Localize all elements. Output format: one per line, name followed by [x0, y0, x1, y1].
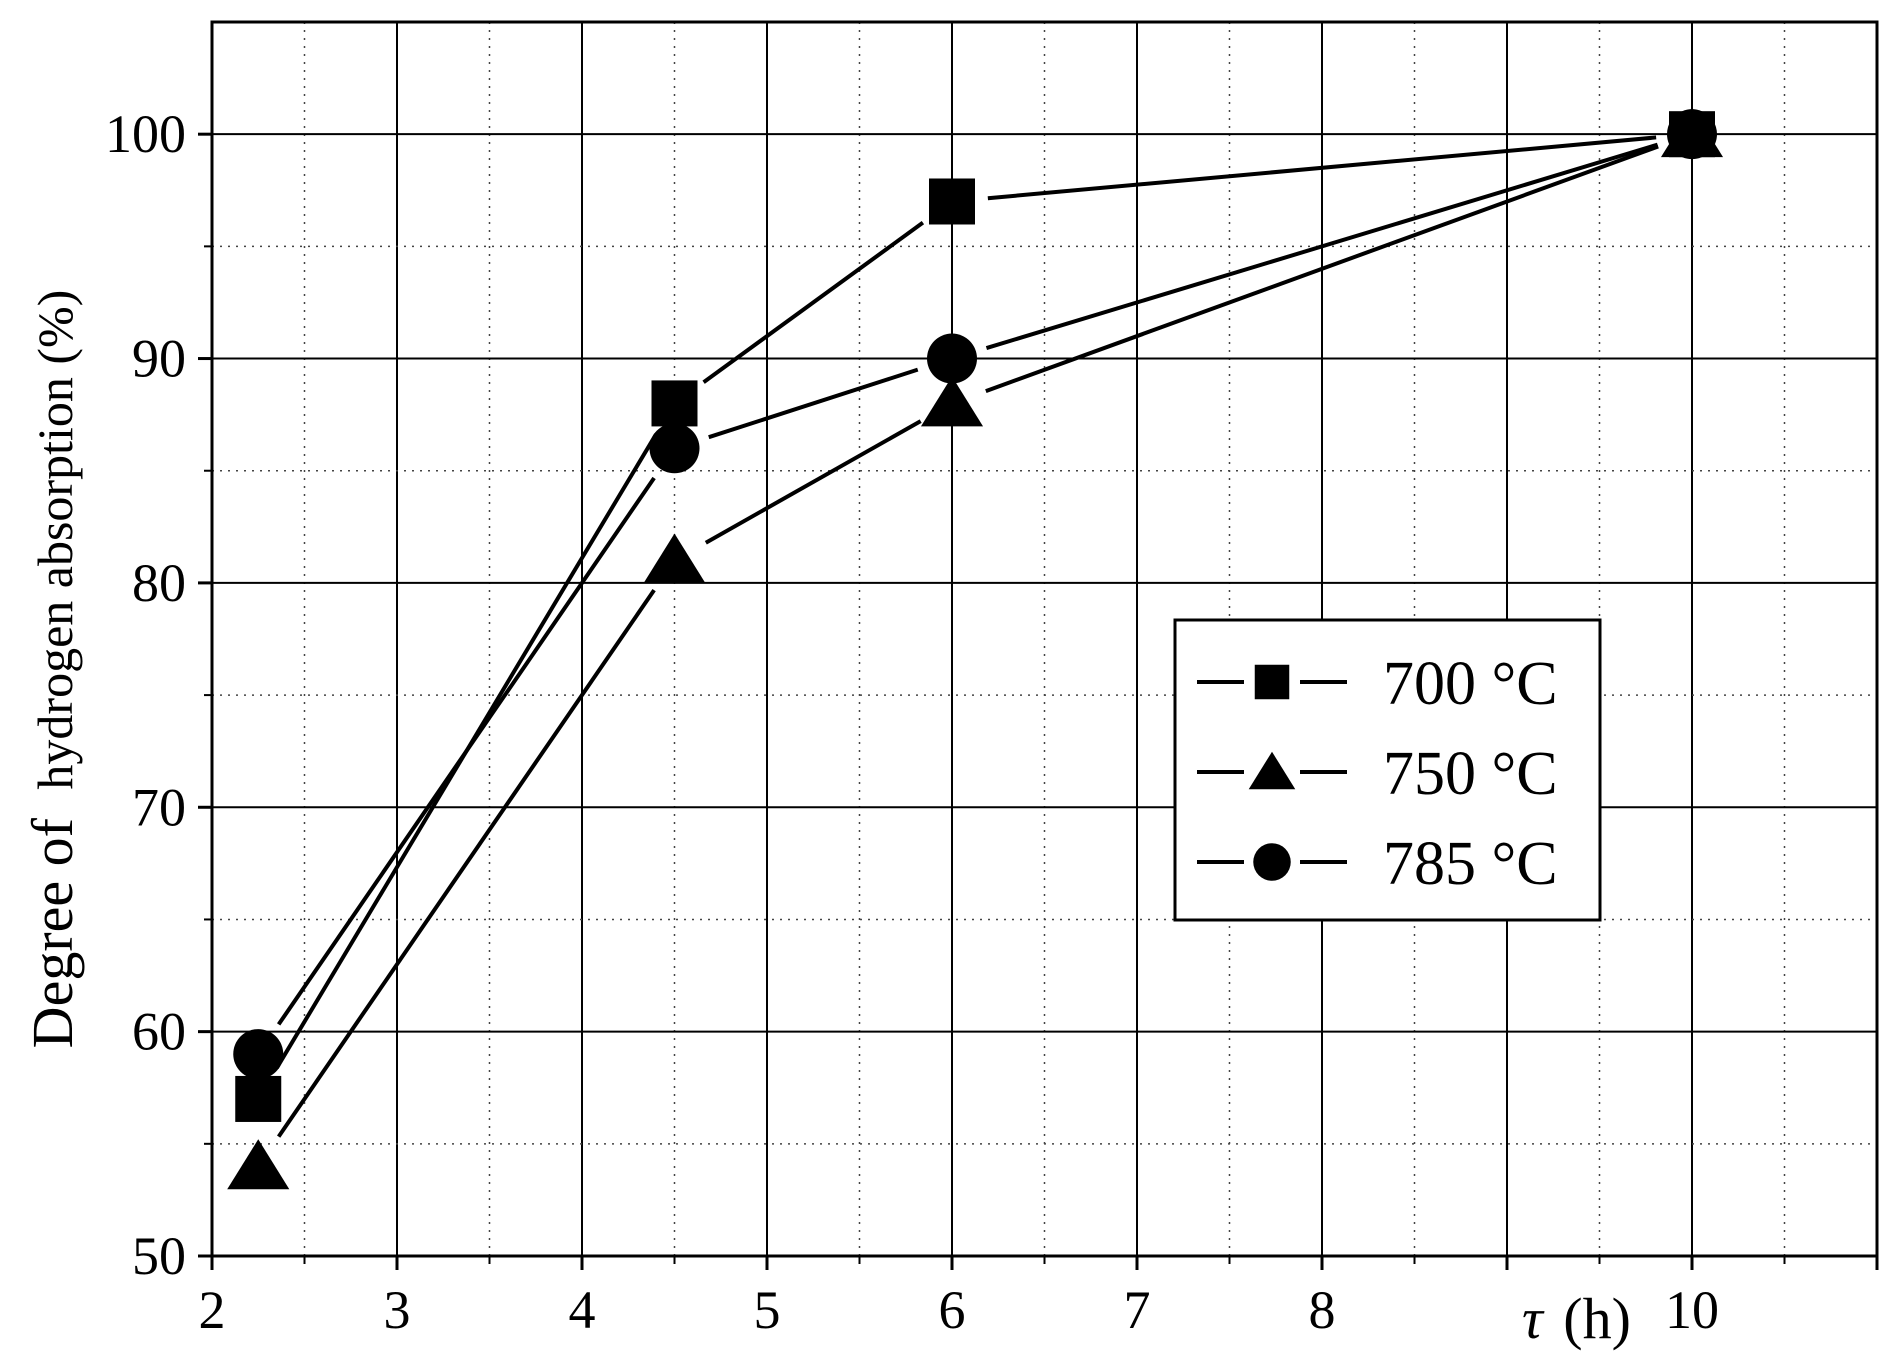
series-line-segment — [702, 221, 925, 384]
x-tick-label: 2 — [199, 1280, 226, 1340]
series-line-segment — [987, 135, 1657, 201]
x-axis-unit: (h) — [1563, 1286, 1631, 1351]
circle-marker — [1667, 109, 1717, 160]
circle-marker — [1253, 843, 1291, 881]
series-line-segment — [704, 419, 922, 545]
series-line-segment — [708, 367, 919, 440]
x-tick-label: 3 — [384, 1280, 411, 1340]
y-tick-label: 50 — [132, 1226, 186, 1286]
series-line-segment — [985, 142, 1659, 351]
y-tick-label: 100 — [105, 104, 186, 164]
legend-label: 700 °C — [1383, 650, 1558, 718]
x-tick-label: 4 — [569, 1280, 596, 1340]
y-tick-label: 70 — [132, 777, 186, 837]
series-circle — [233, 109, 1717, 1080]
square-marker — [235, 1075, 282, 1122]
y-axis-label-prefix: Degree of — [20, 817, 85, 1048]
triangle-marker — [920, 376, 984, 427]
series-line-segment — [985, 144, 1659, 393]
x-axis-symbol: τ — [1522, 1286, 1545, 1351]
x-tick-label: 5 — [754, 1280, 781, 1340]
x-tick-label: 6 — [939, 1280, 966, 1340]
square-marker — [929, 178, 975, 225]
legend-box — [1173, 618, 1602, 922]
square-marker — [1254, 664, 1290, 700]
series-line-segment — [276, 476, 656, 1026]
x-tick-label: 7 — [1124, 1280, 1151, 1340]
series-line-segment — [276, 589, 656, 1138]
triangle-marker — [1248, 751, 1296, 790]
y-tick-label: 60 — [132, 1002, 186, 1062]
triangle-marker — [227, 1139, 290, 1190]
x-axis-label: τ (h) — [1522, 1286, 1631, 1351]
x-tick-label: 10 — [1665, 1280, 1719, 1340]
circle-marker — [233, 1029, 284, 1080]
legend-label: 785 °C — [1383, 830, 1558, 898]
series-square — [235, 111, 1715, 1122]
labels-layer: 2 3 4 5 6 7 8 10 50 60 70 80 90 100 — [105, 104, 1719, 1340]
x-tick-label: 8 — [1309, 1280, 1336, 1340]
circle-marker — [649, 423, 700, 474]
plot-frame — [210, 20, 1879, 1258]
circle-marker — [927, 333, 977, 384]
y-axis-label: Degree of hydrogen absorption (%) — [20, 290, 85, 1049]
ticks-layer — [198, 132, 1879, 1270]
series-layer — [227, 107, 1724, 1190]
grid-layer — [211, 22, 1877, 1256]
y-tick-label: 80 — [132, 553, 186, 613]
y-tick-label: 90 — [132, 329, 186, 389]
y-axis-label-main: hydrogen absorption (%) — [27, 290, 83, 790]
legend-label: 750 °C — [1383, 740, 1558, 808]
legend: 700 °C 750 °C 785 °C — [1173, 618, 1602, 922]
square-marker — [651, 380, 698, 427]
triangle-marker — [643, 533, 706, 584]
